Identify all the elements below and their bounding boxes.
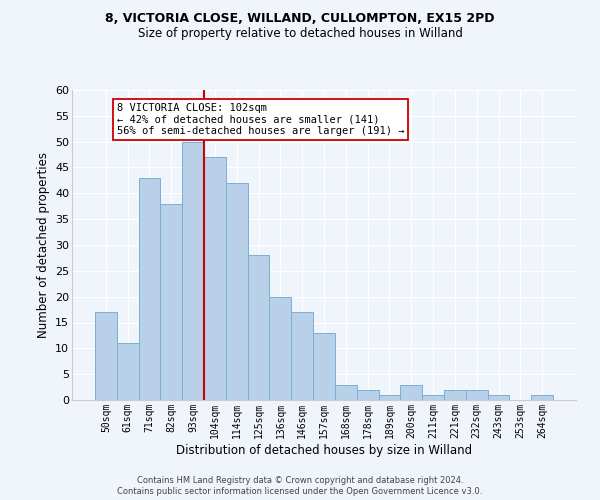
Text: Contains public sector information licensed under the Open Government Licence v3: Contains public sector information licen… [118,488,482,496]
Text: 8, VICTORIA CLOSE, WILLAND, CULLOMPTON, EX15 2PD: 8, VICTORIA CLOSE, WILLAND, CULLOMPTON, … [105,12,495,26]
Text: Size of property relative to detached houses in Willand: Size of property relative to detached ho… [137,28,463,40]
Bar [204,157,226,400]
Bar [117,343,139,400]
Bar [488,395,509,400]
Bar [182,142,204,400]
Bar [248,256,269,400]
Bar [313,333,335,400]
Bar [400,384,422,400]
Bar [444,390,466,400]
Bar [357,390,379,400]
Bar [95,312,117,400]
Bar [226,183,248,400]
Bar [531,395,553,400]
Y-axis label: Number of detached properties: Number of detached properties [37,152,50,338]
X-axis label: Distribution of detached houses by size in Willand: Distribution of detached houses by size … [176,444,472,456]
Bar [379,395,400,400]
Bar [139,178,160,400]
Bar [269,296,291,400]
Text: Contains HM Land Registry data © Crown copyright and database right 2024.: Contains HM Land Registry data © Crown c… [137,476,463,485]
Bar [160,204,182,400]
Text: 8 VICTORIA CLOSE: 102sqm
← 42% of detached houses are smaller (141)
56% of semi-: 8 VICTORIA CLOSE: 102sqm ← 42% of detach… [117,103,404,136]
Bar [335,384,357,400]
Bar [466,390,488,400]
Bar [422,395,444,400]
Bar [291,312,313,400]
